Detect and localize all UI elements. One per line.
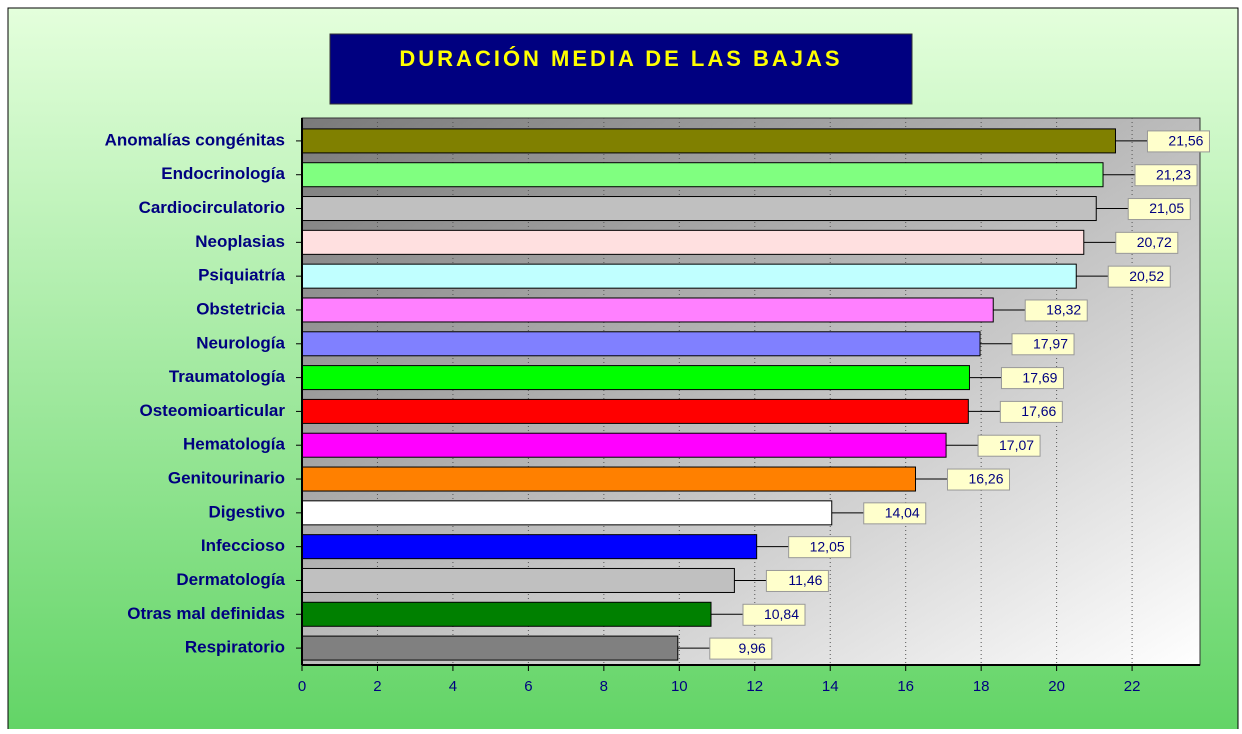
x-tick-label: 14 — [822, 678, 839, 695]
value-label-box — [742, 603, 806, 626]
value-label: 21,56 — [1168, 133, 1203, 149]
value-label-box — [1107, 265, 1171, 288]
bar — [301, 196, 1097, 222]
value-label-box — [947, 468, 1011, 491]
value-label-box — [1000, 367, 1064, 390]
y-tick-label: Respiratorio — [185, 638, 285, 657]
value-label: 17,66 — [1021, 403, 1056, 419]
x-tick-label: 16 — [897, 678, 914, 695]
y-tick-label: Neoplasias — [195, 232, 285, 251]
bar — [301, 297, 994, 323]
value-label-box — [999, 400, 1063, 423]
value-label-box — [788, 536, 852, 559]
y-tick-label: Endocrinología — [161, 164, 285, 183]
y-tick-label: Cardiocirculatorio — [139, 198, 285, 217]
value-label: 18,32 — [1046, 302, 1081, 318]
value-label: 20,52 — [1129, 268, 1164, 284]
bar — [301, 229, 1085, 255]
y-tick-label: Neurología — [196, 333, 285, 352]
y-tick-label: Traumatología — [169, 367, 286, 386]
value-label: 16,26 — [968, 471, 1003, 487]
bar — [301, 601, 712, 627]
value-label-box — [1146, 130, 1210, 153]
bar — [301, 534, 758, 560]
x-tick-label: 2 — [373, 678, 381, 695]
x-tick-label: 22 — [1124, 678, 1141, 695]
bar — [301, 432, 947, 458]
chart-title: DURACIÓN MEDIA DE LAS BAJAS — [399, 46, 842, 71]
bar — [301, 128, 1116, 154]
x-tick-label: 12 — [746, 678, 763, 695]
bar — [301, 263, 1077, 289]
value-label: 11,46 — [788, 572, 822, 588]
y-tick-label: Psiquiatría — [198, 266, 285, 285]
value-label: 17,69 — [1022, 369, 1057, 385]
bar — [301, 365, 970, 391]
value-label: 10,84 — [764, 606, 799, 622]
y-tick-label: Hematología — [183, 435, 286, 454]
y-tick-label: Infeccioso — [201, 536, 285, 555]
value-label-box — [1024, 299, 1088, 322]
x-tick-label: 10 — [671, 678, 688, 695]
value-label: 12,05 — [810, 538, 845, 554]
y-tick-label: Anomalías congénitas — [105, 130, 285, 149]
x-tick-label: 8 — [600, 678, 608, 695]
value-label-box — [1127, 198, 1191, 221]
title-box — [329, 33, 913, 105]
bar — [301, 567, 735, 593]
value-label: 14,04 — [885, 505, 920, 521]
bar — [301, 162, 1104, 188]
value-label: 9,96 — [739, 640, 766, 656]
y-tick-label: Otras mal definidas — [127, 604, 285, 623]
y-tick-label: Dermatología — [176, 570, 285, 589]
value-label: 21,23 — [1156, 166, 1191, 182]
x-tick-label: 4 — [449, 678, 457, 695]
x-tick-label: 18 — [973, 678, 990, 695]
bar — [301, 466, 917, 492]
x-tick-label: 20 — [1048, 678, 1065, 695]
value-label: 21,05 — [1149, 200, 1184, 216]
x-tick-label: 6 — [524, 678, 532, 695]
bar — [301, 635, 679, 661]
value-label-box — [709, 637, 773, 660]
y-tick-label: Genitourinario — [168, 469, 285, 488]
value-label: 17,07 — [999, 437, 1034, 453]
y-tick-label: Digestivo — [208, 502, 285, 521]
bar — [301, 398, 969, 424]
value-label-box — [765, 569, 829, 592]
value-label-box — [863, 502, 927, 525]
bar — [301, 500, 833, 526]
value-label-box — [977, 434, 1041, 457]
y-tick-label: Obstetricia — [196, 299, 285, 318]
value-label-box — [1011, 333, 1075, 356]
value-label: 17,97 — [1033, 335, 1068, 351]
value-label: 20,72 — [1137, 234, 1172, 250]
value-label-box — [1115, 231, 1179, 254]
bar — [301, 331, 981, 357]
x-tick-label: 0 — [298, 678, 306, 695]
y-tick-label: Osteomioarticular — [140, 401, 286, 420]
value-label-box — [1134, 164, 1198, 187]
